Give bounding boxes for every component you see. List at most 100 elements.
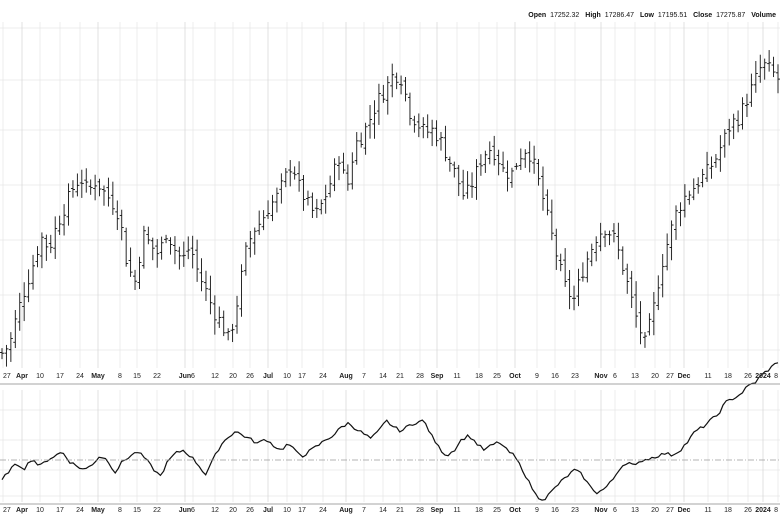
indicator-x-axis-ticks: 27 Apr 10 17 24 May 8 15 22 Jun 6 12 20 26 Jul 10 17 24 Au…: [3, 507, 778, 514]
ohlc-bar: [190, 235, 195, 269]
low-label: Low: [640, 12, 655, 19]
ohlc-bar: [146, 226, 151, 245]
x-tick-label: 20: [651, 507, 659, 514]
x-tick-label: 26: [744, 373, 752, 380]
ohlc-bar: [372, 100, 377, 139]
indicator-line: [1, 362, 779, 501]
ohlc-bar: [509, 167, 514, 188]
ohlc-bar: [22, 282, 27, 322]
ohlc-readout: Open 17252.32 High 17286.47 Low 17195.51…: [528, 12, 776, 19]
ohlc-bar: [199, 258, 204, 292]
ohlc-bar: [740, 97, 745, 130]
ohlc-bar: [572, 285, 577, 311]
ohlc-bar: [301, 174, 306, 211]
ohlc-bar: [456, 164, 461, 197]
x-tick-label: Nov: [594, 373, 607, 380]
ohlc-bar: [186, 236, 191, 260]
open-label: Open: [528, 12, 546, 19]
ohlc-bar: [88, 179, 93, 195]
ohlc-bar: [164, 234, 169, 244]
x-tick-label: Apr: [16, 507, 28, 514]
x-tick-label: Apr: [16, 373, 28, 380]
ohlc-bar: [536, 159, 541, 186]
ohlc-bar: [594, 236, 599, 262]
ohlc-bar: [53, 216, 58, 259]
ohlc-bar: [159, 236, 164, 260]
x-tick-label: 25: [493, 507, 501, 514]
x-tick-label: 10: [283, 373, 291, 380]
ohlc-bar: [128, 247, 133, 277]
ohlc-bar: [368, 105, 373, 139]
ohlc-bar: [669, 220, 674, 261]
x-tick-label: Oct: [509, 507, 521, 514]
ohlc-bar: [749, 73, 754, 107]
x-tick-label: Jun: [179, 373, 191, 380]
x-tick-label: 24: [76, 507, 84, 514]
ohlc-bar: [57, 215, 62, 235]
ohlc-bar: [563, 248, 568, 287]
ohlc-bar: [150, 237, 155, 261]
ohlc-bar: [753, 61, 758, 93]
ohlc-bar: [771, 56, 776, 78]
high-value: 17286.47: [605, 12, 634, 19]
ohlc-bar: [403, 76, 408, 102]
ohlc-bar: [687, 190, 692, 205]
ohlc-bar: [487, 141, 492, 165]
ohlc-bar: [554, 228, 559, 270]
ohlc-bar: [137, 256, 142, 290]
ohlc-bar: [75, 173, 80, 197]
ohlc-bar: [235, 295, 240, 334]
ohlc-bar: [141, 225, 146, 269]
ohlc-bar: [492, 135, 497, 166]
ohlc-bar: [323, 184, 328, 214]
ohlc-bar: [549, 199, 554, 241]
ohlc-bar: [540, 166, 545, 211]
x-tick-label: 24: [319, 373, 327, 380]
ohlc-bar: [505, 160, 510, 192]
x-tick-label: May: [91, 373, 105, 380]
x-tick-label: Oct: [509, 373, 521, 380]
x-tick-label: Dec: [678, 507, 691, 514]
main-x-axis-ticks: 27 Apr 10 17 24 May 8 15 22 Jun 6 12 20 26 Jul 10 17 24 Au…: [3, 373, 778, 380]
ohlc-bar: [337, 156, 342, 181]
x-tick-label: 11: [453, 507, 460, 514]
ohlc-bar: [603, 230, 608, 248]
x-tick-label: 27: [3, 507, 11, 514]
ohlc-bar: [629, 270, 634, 309]
x-tick-label: 6: [613, 373, 617, 380]
ohlc-bar: [478, 154, 483, 176]
ohlc-bar: [4, 344, 9, 367]
ohlc-bar: [119, 209, 124, 241]
x-tick-label: 11: [704, 507, 711, 514]
ohlc-bar: [722, 129, 727, 158]
x-tick-label: 12: [211, 373, 219, 380]
ohlc-bar: [483, 150, 488, 173]
x-tick-label: 2024: [755, 373, 771, 380]
ohlc-bar: [13, 309, 18, 349]
ohlc-bar: [758, 54, 763, 83]
x-tick-label: 25: [493, 373, 501, 380]
ohlc-bar: [376, 83, 381, 125]
ohlc-bar: [776, 64, 780, 94]
ohlc-bar: [257, 210, 262, 235]
ohlc-bar: [638, 301, 643, 345]
x-tick-label: 20: [229, 507, 237, 514]
ohlc-bar: [465, 171, 470, 199]
ohlc-bar: [443, 125, 448, 162]
ohlc-bar: [93, 174, 98, 201]
close-label: Close: [693, 12, 712, 19]
ohlc-bar: [310, 192, 315, 219]
x-tick-label: 26: [744, 507, 752, 514]
high-label: High: [585, 12, 601, 19]
x-tick-label: Aug: [339, 507, 353, 514]
x-tick-label: 2024: [755, 507, 771, 514]
x-tick-label: 10: [283, 507, 291, 514]
ohlc-bar: [243, 242, 248, 276]
x-tick-label: 17: [56, 507, 64, 514]
ohlc-bar: [26, 269, 31, 303]
ohlc-bar: [665, 233, 670, 271]
x-tick-label: Nov: [594, 507, 607, 514]
ohlc-bar: [239, 264, 244, 317]
ohlc-bar: [79, 169, 84, 198]
